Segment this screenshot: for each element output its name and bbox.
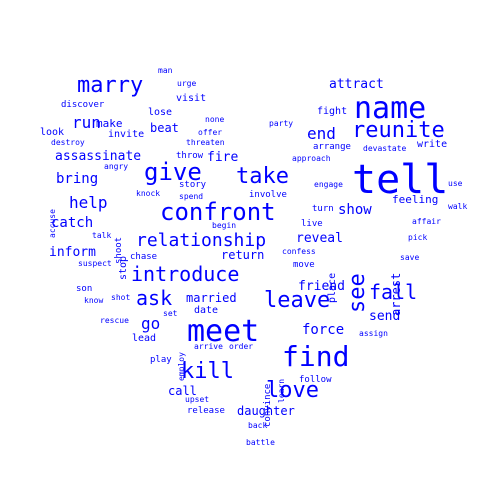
- word-engage: engage: [314, 180, 343, 189]
- word-help: help: [69, 193, 108, 212]
- word-walk: walk: [448, 202, 468, 211]
- word-attract: attract: [329, 77, 384, 92]
- word-kill: kill: [181, 359, 234, 384]
- word-urge: urge: [177, 79, 197, 88]
- word-spend: spend: [179, 192, 204, 201]
- word-use: use: [448, 179, 463, 188]
- word-look: look: [40, 127, 65, 138]
- word-meet: meet: [187, 314, 260, 349]
- word-threaten: threaten: [186, 138, 225, 147]
- word-write: write: [417, 139, 448, 150]
- word-take: take: [236, 164, 289, 189]
- word-place: place: [327, 272, 338, 303]
- word-employ: employ: [177, 351, 186, 381]
- word-bring: bring: [56, 171, 99, 187]
- word-party: party: [269, 119, 294, 128]
- word-ask: ask: [136, 286, 173, 310]
- word-turn: turn: [312, 204, 334, 214]
- word-return: return: [221, 248, 265, 262]
- word-catch: catch: [51, 215, 94, 231]
- word-live: live: [301, 219, 323, 229]
- word-lead: lead: [132, 333, 157, 344]
- word-marry: marry: [77, 73, 144, 98]
- word-see: see: [345, 272, 370, 313]
- word-leave: leave: [264, 288, 331, 313]
- word-arrange: arrange: [313, 142, 351, 152]
- word-introduce: introduce: [131, 262, 240, 286]
- word-set: set: [163, 309, 178, 318]
- word-love: love: [266, 378, 319, 403]
- word-lose: lose: [148, 107, 173, 118]
- word-shoot: shoot: [114, 236, 124, 264]
- word-visit: visit: [176, 93, 207, 104]
- word-name: name: [354, 91, 427, 126]
- word-reveal: reveal: [296, 231, 343, 246]
- word-date: date: [194, 305, 219, 316]
- word-inform: inform: [49, 245, 96, 260]
- word-run: run: [72, 113, 101, 132]
- word-end: end: [307, 124, 336, 143]
- word-beat: beat: [150, 121, 179, 135]
- word-move: move: [293, 260, 315, 270]
- word-show: show: [338, 202, 372, 218]
- word-relationship: relationship: [136, 230, 267, 251]
- word-discover: discover: [61, 100, 105, 110]
- word-tell: tell: [352, 157, 449, 203]
- word-battle: battle: [246, 438, 275, 447]
- word-call: call: [168, 384, 197, 398]
- word-learn: learn: [277, 378, 286, 403]
- word-fall: fall: [369, 280, 418, 304]
- word-make: make: [96, 117, 123, 130]
- word-accuse: accuse: [48, 208, 57, 238]
- word-go: go: [141, 314, 161, 333]
- word-confess: confess: [282, 247, 316, 256]
- word-arrest: arrest: [389, 272, 403, 317]
- word-angry: angry: [104, 162, 129, 171]
- word-talk: talk: [92, 231, 112, 240]
- word-follow: follow: [299, 375, 332, 385]
- word-know: know: [84, 296, 104, 305]
- word-throw: throw: [176, 151, 204, 161]
- word-man: man: [158, 66, 173, 75]
- word-back: back: [248, 421, 268, 430]
- word-suspect: suspect: [78, 259, 112, 268]
- word-play: play: [150, 355, 172, 365]
- word-story: story: [179, 180, 207, 190]
- word-friend: friend: [298, 279, 345, 294]
- word-approach: approach: [292, 154, 331, 163]
- word-send: send: [369, 309, 401, 324]
- word-force: force: [302, 322, 345, 338]
- word-devastate: devastate: [363, 144, 407, 153]
- word-invite: invite: [108, 129, 145, 140]
- word-involve: involve: [249, 190, 287, 200]
- word-fire: fire: [207, 150, 239, 165]
- word-give: give: [144, 158, 202, 186]
- word-knock: knock: [136, 189, 161, 198]
- word-release: release: [187, 406, 225, 416]
- word-offer: offer: [198, 128, 223, 137]
- word-assassinate: assassinate: [55, 149, 142, 164]
- word-daughter: daughter: [237, 404, 295, 418]
- word-son: son: [76, 284, 93, 294]
- word-feeling: feeling: [392, 193, 439, 206]
- word-married: married: [186, 291, 237, 305]
- word-begin: begin: [212, 221, 237, 230]
- word-order: order: [229, 342, 254, 351]
- word-reunite: reunite: [352, 118, 445, 143]
- word-shot: shot: [111, 293, 131, 302]
- word-save: save: [400, 253, 420, 262]
- word-destroy: destroy: [51, 138, 85, 147]
- word-none: none: [205, 115, 225, 124]
- word-upset: upset: [185, 395, 210, 404]
- word-rescue: rescue: [100, 316, 129, 325]
- word-pick: pick: [408, 233, 428, 242]
- word-fight: fight: [317, 106, 348, 117]
- word-confront: confront: [160, 198, 276, 226]
- word-affair: affair: [412, 217, 441, 226]
- word-find: find: [282, 340, 350, 373]
- word-arrive: arrive: [194, 342, 223, 351]
- word-chase: chase: [130, 252, 158, 262]
- word-assign: assign: [359, 329, 388, 338]
